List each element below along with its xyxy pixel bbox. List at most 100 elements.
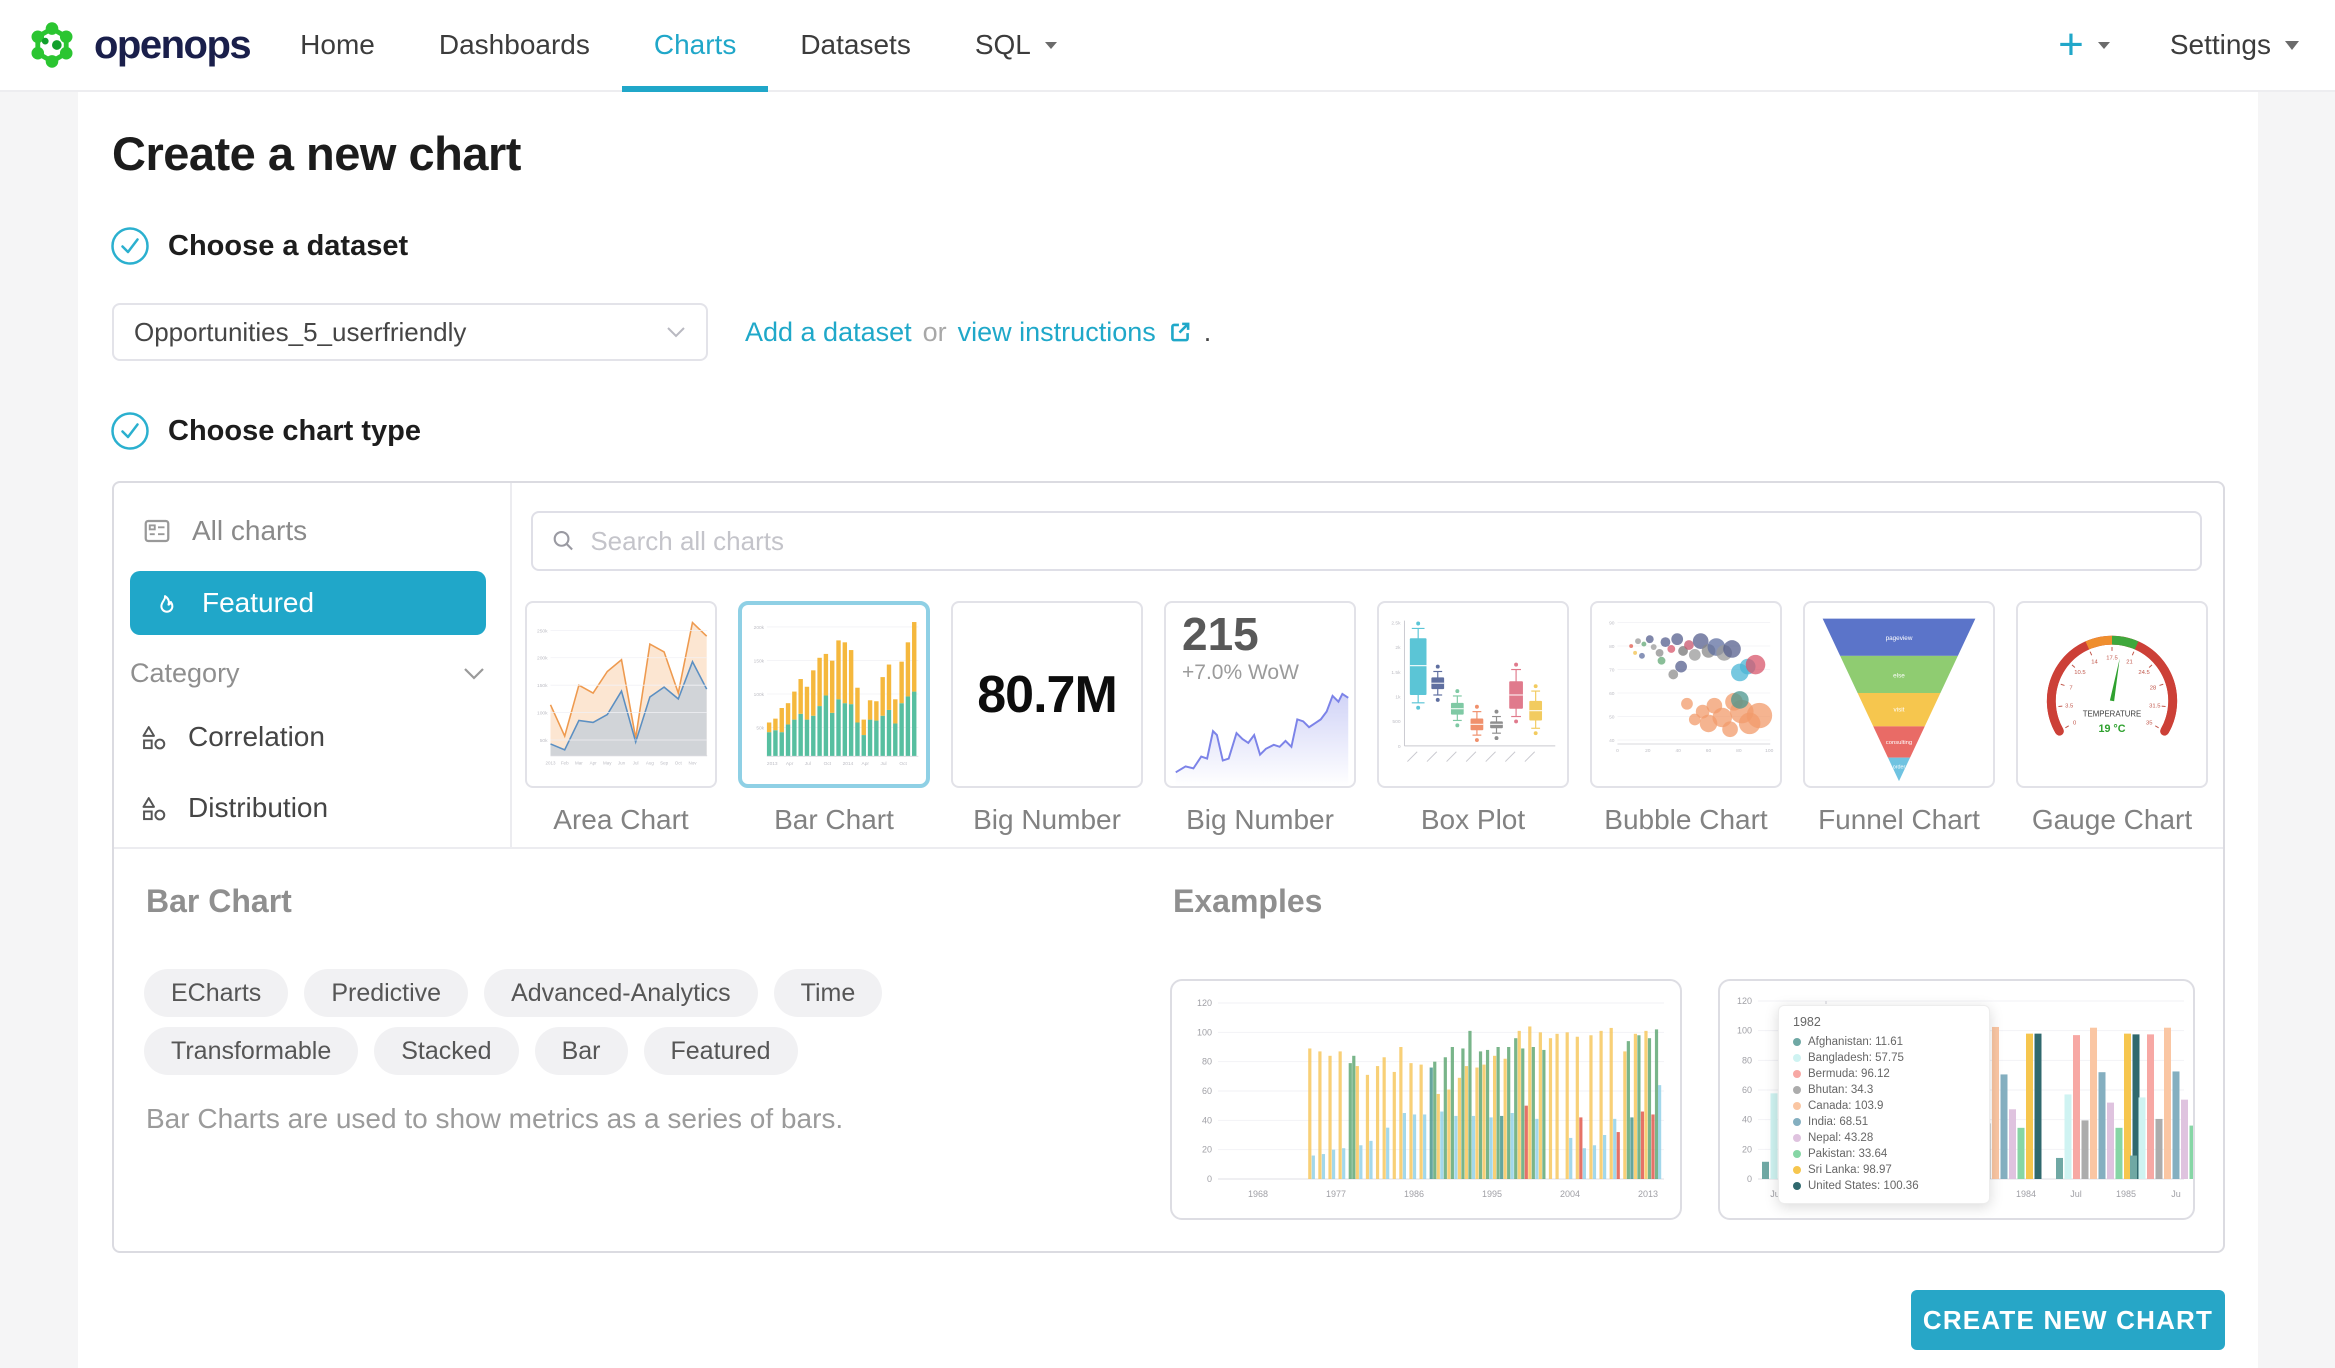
chart-card-bubble-chart[interactable]: 90 80 70 60 50 40 0 20 40 60 80 100 Bubble Chart — [1590, 601, 1782, 836]
nav-dashboards[interactable]: Dashboards — [438, 29, 590, 60]
svg-text:Jun: Jun — [618, 761, 626, 766]
dataset-select[interactable]: Opportunities_5_userfriendly — [112, 303, 708, 361]
chart-card-gauge-chart[interactable]: 0 3.5 7 10.5 14 17.5 21 24.5 28 31.5 35 TEMPERATURE… — [2016, 601, 2208, 836]
svg-text:28: 28 — [2150, 686, 2157, 692]
chart-card-label: Bubble Chart — [1604, 804, 1768, 835]
sidebar-item-featured[interactable]: Featured — [130, 571, 486, 635]
add-dataset-link[interactable]: Add a dataset — [745, 316, 912, 347]
svg-text:Oct: Oct — [899, 761, 907, 767]
chart-tooltip: 1982 Afghanistan: 11.61 Bangladesh: 57.75… — [1778, 1005, 1990, 1204]
search-input[interactable] — [588, 524, 2182, 558]
tooltip-row: India: 68.51 — [1793, 1114, 1975, 1130]
svg-text:80: 80 — [1736, 748, 1742, 754]
chevron-down-icon — [1044, 41, 1057, 49]
sidebar-category-header[interactable]: Category — [130, 651, 486, 695]
svg-text:120: 120 — [1197, 998, 1212, 1008]
check-circle-icon — [111, 412, 149, 450]
svg-text:80: 80 — [1202, 1057, 1212, 1067]
chart-card-area-chart[interactable]: 250k 200k 150k 100k 50k 2013 Feb Mar Apr May Jun Ju… — [525, 601, 717, 836]
tag-badge: Predictive — [304, 969, 469, 1017]
chart-card-big-number[interactable]: 80.7M Big Number — [951, 601, 1143, 836]
sidebar-item-distribution[interactable]: Distribution — [140, 784, 328, 832]
svg-text:May: May — [603, 761, 612, 766]
chevron-down-icon — [2285, 40, 2299, 50]
step-label: Choose a dataset — [168, 229, 409, 262]
svg-text:1968: 1968 — [1248, 1189, 1268, 1199]
nav-right: + Settings — [2058, 23, 2299, 67]
svg-text:Jul: Jul — [633, 761, 639, 766]
svg-text:order: order — [1893, 764, 1906, 770]
nav-charts[interactable]: Charts — [621, 0, 769, 92]
tag-badge: Stacked — [374, 1027, 519, 1075]
svg-text:0: 0 — [1747, 1174, 1752, 1184]
svg-text:1977: 1977 — [1326, 1189, 1346, 1199]
svg-text:Sep: Sep — [660, 761, 669, 766]
chart-search — [531, 511, 2202, 571]
big-number-trend-subtitle: +7.0% WoW — [1182, 661, 1299, 684]
sidebar-item-all-charts[interactable]: All charts — [142, 507, 307, 555]
tooltip-row: Nepal: 43.28 — [1793, 1130, 1975, 1146]
gauge-chart-thumbnail: 0 3.5 7 10.5 14 17.5 21 24.5 28 31.5 35 TEMPERATURE… — [2046, 635, 2178, 736]
svg-text:80: 80 — [1742, 1055, 1752, 1065]
chart-type-panel: All charts Featured Category Correlation — [112, 481, 2225, 1253]
svg-text:else: else — [1893, 672, 1905, 679]
svg-text:2013: 2013 — [545, 761, 556, 766]
trendline-thumbnail — [1175, 692, 1349, 786]
chart-card-bar-chart[interactable]: 200k 150k 100k 50k 2013 Apr Jul Oct 2014 Apr Jul Oc… — [738, 601, 930, 836]
svg-text:pageview: pageview — [1886, 635, 1913, 642]
chart-card-big-number-trendline[interactable]: 215 +7.0% WoW Big Number — [1164, 601, 1356, 836]
area-chart-thumbnail: 250k 200k 150k 100k 50k 2013 Feb Mar Apr May Jun Ju… — [537, 620, 708, 766]
svg-text:Aug: Aug — [646, 761, 655, 766]
example-image-1: 0 20 40 60 80 100 120 1968 1977 1986 1995 2004 2013 — [1170, 979, 1682, 1220]
tooltip-rows: Afghanistan: 11.61 Bangladesh: 57.75 Bermu… — [1793, 1034, 1975, 1194]
svg-text:150k: 150k — [537, 683, 548, 689]
svg-text:0: 0 — [2073, 720, 2077, 726]
svg-text:100k: 100k — [537, 711, 548, 717]
series-color-dot — [1793, 1070, 1801, 1078]
nav-datasets[interactable]: Datasets — [800, 29, 911, 60]
series-color-dot — [1793, 1182, 1801, 1190]
svg-text:500: 500 — [1392, 719, 1400, 725]
nav-home[interactable]: Home — [300, 29, 375, 60]
nav-sql[interactable]: SQL — [975, 0, 1057, 90]
svg-text:100: 100 — [1197, 1027, 1212, 1037]
chart-card-box-plot[interactable]: 2.5k 2k 1.5k 1k 500 0 Box Plot — [1377, 601, 1569, 836]
settings-menu[interactable]: Settings — [2170, 29, 2299, 61]
tag-badge: Transformable — [144, 1027, 359, 1075]
flame-icon — [160, 595, 174, 613]
svg-text:1.5k: 1.5k — [1391, 670, 1401, 676]
svg-text:60: 60 — [1742, 1085, 1752, 1095]
external-link-icon[interactable] — [1167, 319, 1193, 345]
svg-text:100: 100 — [1737, 1026, 1752, 1036]
plus-icon: + — [2058, 20, 2084, 69]
tag-badge: Bar — [534, 1027, 628, 1075]
logo[interactable]: openops — [24, 16, 252, 74]
chart-card-funnel-chart[interactable]: pageview else visit consulting order Fun… — [1803, 601, 1995, 836]
svg-text:2004: 2004 — [1560, 1189, 1580, 1199]
chevron-down-icon — [2097, 41, 2110, 49]
svg-text:Apr: Apr — [862, 761, 870, 767]
svg-text:60: 60 — [1706, 748, 1712, 754]
series-color-dot — [1793, 1166, 1801, 1174]
detail-divider — [114, 847, 2223, 849]
big-number-value: 80.7M — [977, 665, 1118, 724]
svg-text:14: 14 — [2091, 659, 2098, 665]
sidebar-item-correlation[interactable]: Correlation — [140, 713, 325, 761]
create-new-chart-button[interactable]: CREATE NEW CHART — [1911, 1290, 2225, 1350]
svg-text:21: 21 — [2126, 659, 2133, 665]
example-bar-chart-1: 0 20 40 60 80 100 120 1968 1977 1986 1995 2004 2013 — [1197, 998, 1664, 1199]
new-item-button[interactable]: + — [2058, 23, 2110, 67]
series-color-dot — [1793, 1134, 1801, 1142]
tooltip-row: United States: 100.36 — [1793, 1178, 1975, 1194]
example-image-2: 020406080100120Jul1982Jul1983Jul1984Jul1… — [1718, 979, 2195, 1220]
dataset-select-value: Opportunities_5_userfriendly — [134, 316, 467, 347]
view-instructions-link[interactable]: view instructions — [957, 316, 1156, 347]
svg-text:Oct: Oct — [675, 761, 683, 766]
svg-text:2013: 2013 — [767, 761, 778, 767]
step-label: Choose chart type — [168, 414, 421, 447]
box-plot-thumbnail: 2.5k 2k 1.5k 1k 500 0 — [1391, 620, 1556, 762]
svg-text:7: 7 — [2069, 686, 2072, 692]
svg-text:17.5: 17.5 — [2106, 656, 2118, 662]
chart-card-label: Big Number — [1186, 804, 1334, 835]
svg-text:90: 90 — [1609, 620, 1615, 626]
